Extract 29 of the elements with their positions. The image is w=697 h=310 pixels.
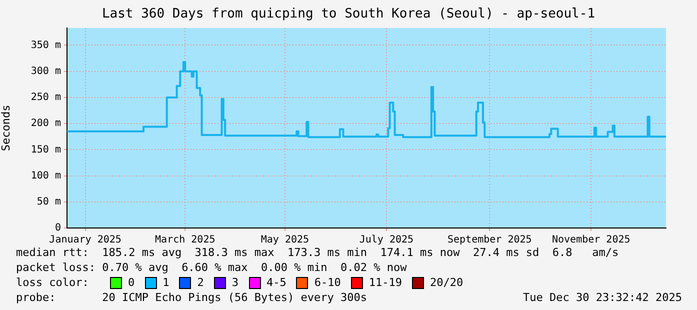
text: Tue Dec 30 23:32:42 2025 — [523, 291, 682, 304]
x-tick-label: March 2025 — [155, 234, 216, 246]
y-tick-label: 250 m — [30, 92, 61, 104]
y-tick-label: 200 m — [30, 118, 61, 130]
y-tick-label: 50 m — [36, 196, 61, 208]
text: 2 — [197, 276, 204, 289]
text: 0 — [128, 276, 135, 289]
x-tick-label: November 2025 — [552, 234, 630, 246]
text: 1 — [162, 276, 170, 289]
text: packet loss: 0.70 % avg 6.60 % max 0.00 % min 0.02 % now — [16, 260, 408, 275]
y-tick-label: 350 m — [30, 40, 61, 51]
text: loss color: — [16, 276, 90, 289]
x-tick-label: July 2025 — [359, 234, 414, 246]
text: 11-19 — [368, 276, 402, 289]
y-tick-label: 0 — [54, 222, 61, 234]
x-tick-label: September 2025 — [447, 234, 532, 246]
text: probe: 20 ICMP Echo Pings (56 Bytes) every 300s — [16, 291, 367, 304]
x-tick-label: May 2025 — [260, 234, 310, 246]
text: 20/20 — [430, 276, 464, 289]
text: 3 — [232, 276, 238, 289]
y-tick-label: 300 m — [30, 66, 61, 77]
text: 6-10 — [314, 276, 341, 289]
y-axis-title: Seconds — [0, 104, 12, 152]
chart-title: Last 360 Days from quicping to South Korea (Seoul) - ap-seoul-1 — [102, 6, 596, 22]
text: median rtt: 185.2 ms avg 318.3 ms max 173.3 ms min 174.1 ms now 27.4 ms sd 6.8 am/s — [16, 245, 620, 260]
y-tick-label: 100 m — [30, 170, 61, 182]
text: 4-5 — [266, 276, 286, 289]
y-tick-label: 150 m — [30, 144, 61, 156]
x-tick-label: January 2025 — [49, 234, 122, 246]
